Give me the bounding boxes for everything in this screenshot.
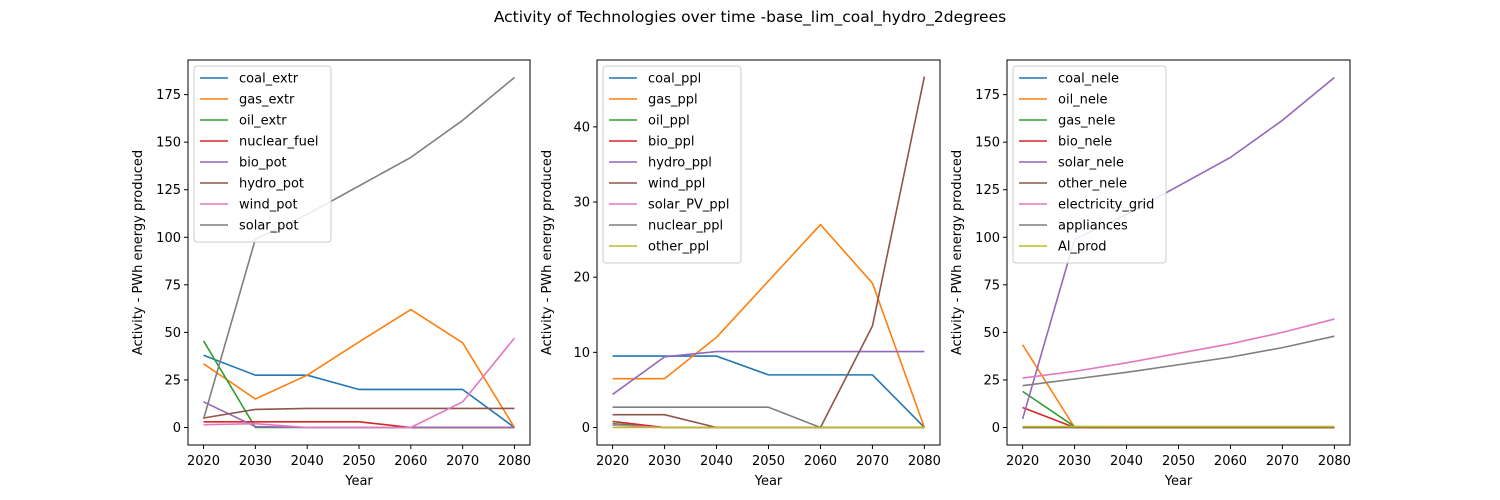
series-line-electricity_grid: [1022, 318, 1335, 379]
legend-label-oil_extr: oil_extr: [239, 114, 287, 129]
y-tick-label: 30: [573, 196, 590, 211]
legend-label-electricity_grid: electricity_grid: [1058, 198, 1154, 213]
y-tick-label: 40: [573, 120, 590, 135]
x-axis-label: Year: [1164, 474, 1193, 489]
y-axis-label: Activity - PWh energy produced: [540, 150, 555, 355]
y-tick-label: 175: [975, 88, 1000, 103]
legend-box: [193, 65, 332, 243]
legend-label-coal_ppl: coal_ppl: [648, 72, 701, 87]
x-tick-label: 2040: [700, 454, 733, 469]
y-tick-label: 100: [156, 231, 181, 246]
y-tick-label: 125: [975, 183, 1000, 198]
y-tick-label: 125: [156, 183, 181, 198]
series-line-hydro_pot: [203, 407, 515, 419]
legend-label-hydro_ppl: hydro_ppl: [648, 156, 712, 171]
series-line-wind_pot: [203, 337, 516, 429]
series-line-hydro_ppl: [612, 350, 925, 396]
legend-label-bio_nele: bio_nele: [1058, 135, 1112, 150]
x-tick-label: 2050: [752, 454, 785, 469]
x-tick-label: 2020: [596, 454, 629, 469]
y-axis-label: Activity - PWh energy produced: [950, 150, 965, 355]
y-tick-label: 10: [573, 346, 590, 361]
legend-label-wind_ppl: wind_ppl: [648, 177, 705, 192]
y-tick-label: 50: [164, 326, 181, 341]
legend-label-hydro_pot: hydro_pot: [239, 177, 304, 192]
legend-box: [602, 65, 742, 264]
x-tick-label: 2050: [342, 454, 375, 469]
legend-label-appliances: appliances: [1058, 219, 1128, 234]
y-tick-label: 175: [156, 88, 181, 103]
x-tick-label: 2020: [1006, 454, 1039, 469]
legend-label-gas_extr: gas_extr: [239, 93, 295, 108]
x-tick-label: 2070: [1266, 454, 1299, 469]
series-line-gas_ppl: [612, 223, 926, 428]
x-tick-label: 2080: [908, 454, 941, 469]
series-line-gas_extr: [203, 308, 516, 428]
y-axis-label: Activity - PWh energy produced: [131, 150, 146, 355]
y-tick-label: 150: [156, 136, 181, 151]
y-tick-label: 0: [992, 421, 1000, 436]
x-tick-label: 2040: [291, 454, 324, 469]
legend-label-nuclear_fuel: nuclear_fuel: [239, 135, 318, 150]
legend-box: [1012, 65, 1167, 264]
legend-label-nuclear_ppl: nuclear_ppl: [648, 219, 723, 234]
y-tick-label: 75: [983, 278, 1000, 293]
x-axis-label: Year: [344, 474, 373, 489]
x-tick-label: 2060: [1214, 454, 1247, 469]
legend-label-bio_pot: bio_pot: [239, 156, 287, 171]
series-line-coal_extr: [203, 354, 515, 429]
legend: coal_nele oil_nele gas_nele bio_nele solar_n…: [1012, 65, 1167, 264]
legend-label-bio_ppl: bio_ppl: [648, 135, 694, 150]
x-tick-label: 2030: [648, 454, 681, 469]
legend-label-oil_nele: oil_nele: [1058, 93, 1108, 108]
legend-label-Al_prod: Al_prod: [1058, 240, 1107, 255]
legend-label-gas_ppl: gas_ppl: [648, 93, 698, 108]
legend: coal_ppl gas_ppl oil_ppl bio_ppl hydro_pplwi…: [602, 65, 742, 264]
legend-label-other_nele: other_nele: [1058, 177, 1127, 192]
x-tick-label: 2070: [856, 454, 889, 469]
y-tick-label: 75: [164, 278, 181, 293]
legend-label-coal_nele: coal_nele: [1058, 72, 1119, 87]
y-tick-label: 0: [173, 421, 181, 436]
series-line-appliances: [1022, 335, 1335, 387]
x-tick-label: 2080: [1318, 454, 1351, 469]
x-tick-label: 2070: [446, 454, 479, 469]
legend: coal_extr gas_extr oil_extr nuclear_fuelbio…: [193, 65, 332, 243]
x-tick-label: 2030: [239, 454, 272, 469]
legend-label-other_ppl: other_ppl: [648, 240, 709, 255]
legend-label-solar_PV_ppl: solar_PV_ppl: [648, 198, 730, 213]
x-tick-label: 2060: [804, 454, 837, 469]
legend-label-solar_nele: solar_nele: [1058, 156, 1124, 171]
legend-label-gas_nele: gas_nele: [1058, 114, 1115, 129]
legend-label-oil_ppl: oil_ppl: [648, 114, 690, 129]
legend-label-coal_extr: coal_extr: [239, 72, 299, 87]
x-tick-label: 2060: [394, 454, 427, 469]
subplot-3: 2020 2030 2040 2050 2060 2070 2080 0 25 50 75 100 12…: [950, 59, 1351, 489]
y-tick-label: 150: [975, 136, 1000, 151]
x-tick-label: 2030: [1058, 454, 1091, 469]
x-tick-label: 2050: [1162, 454, 1195, 469]
y-tick-label: 100: [975, 231, 1000, 246]
y-tick-label: 25: [164, 373, 181, 388]
subplot-2: 2020 2030 2040 2050 2060 2070 2080010203040Yea…: [540, 59, 941, 489]
figure-title: Activity of Technologies over time -base…: [494, 8, 1006, 27]
legend-label-wind_pot: wind_pot: [239, 198, 298, 213]
y-tick-label: 0: [582, 421, 590, 436]
y-tick-label: 50: [983, 326, 1000, 341]
x-tick-label: 2080: [498, 454, 531, 469]
x-axis-label: Year: [754, 474, 783, 489]
y-tick-label: 20: [573, 271, 590, 286]
y-tick-label: 25: [983, 373, 1000, 388]
subplot-1: 2020 2030 2040 2050 2060 2070 2080 0 25 50 75 100 12…: [131, 59, 531, 489]
x-tick-label: 2040: [1110, 454, 1143, 469]
x-tick-label: 2020: [187, 454, 220, 469]
legend-label-solar_pot: solar_pot: [239, 219, 298, 234]
